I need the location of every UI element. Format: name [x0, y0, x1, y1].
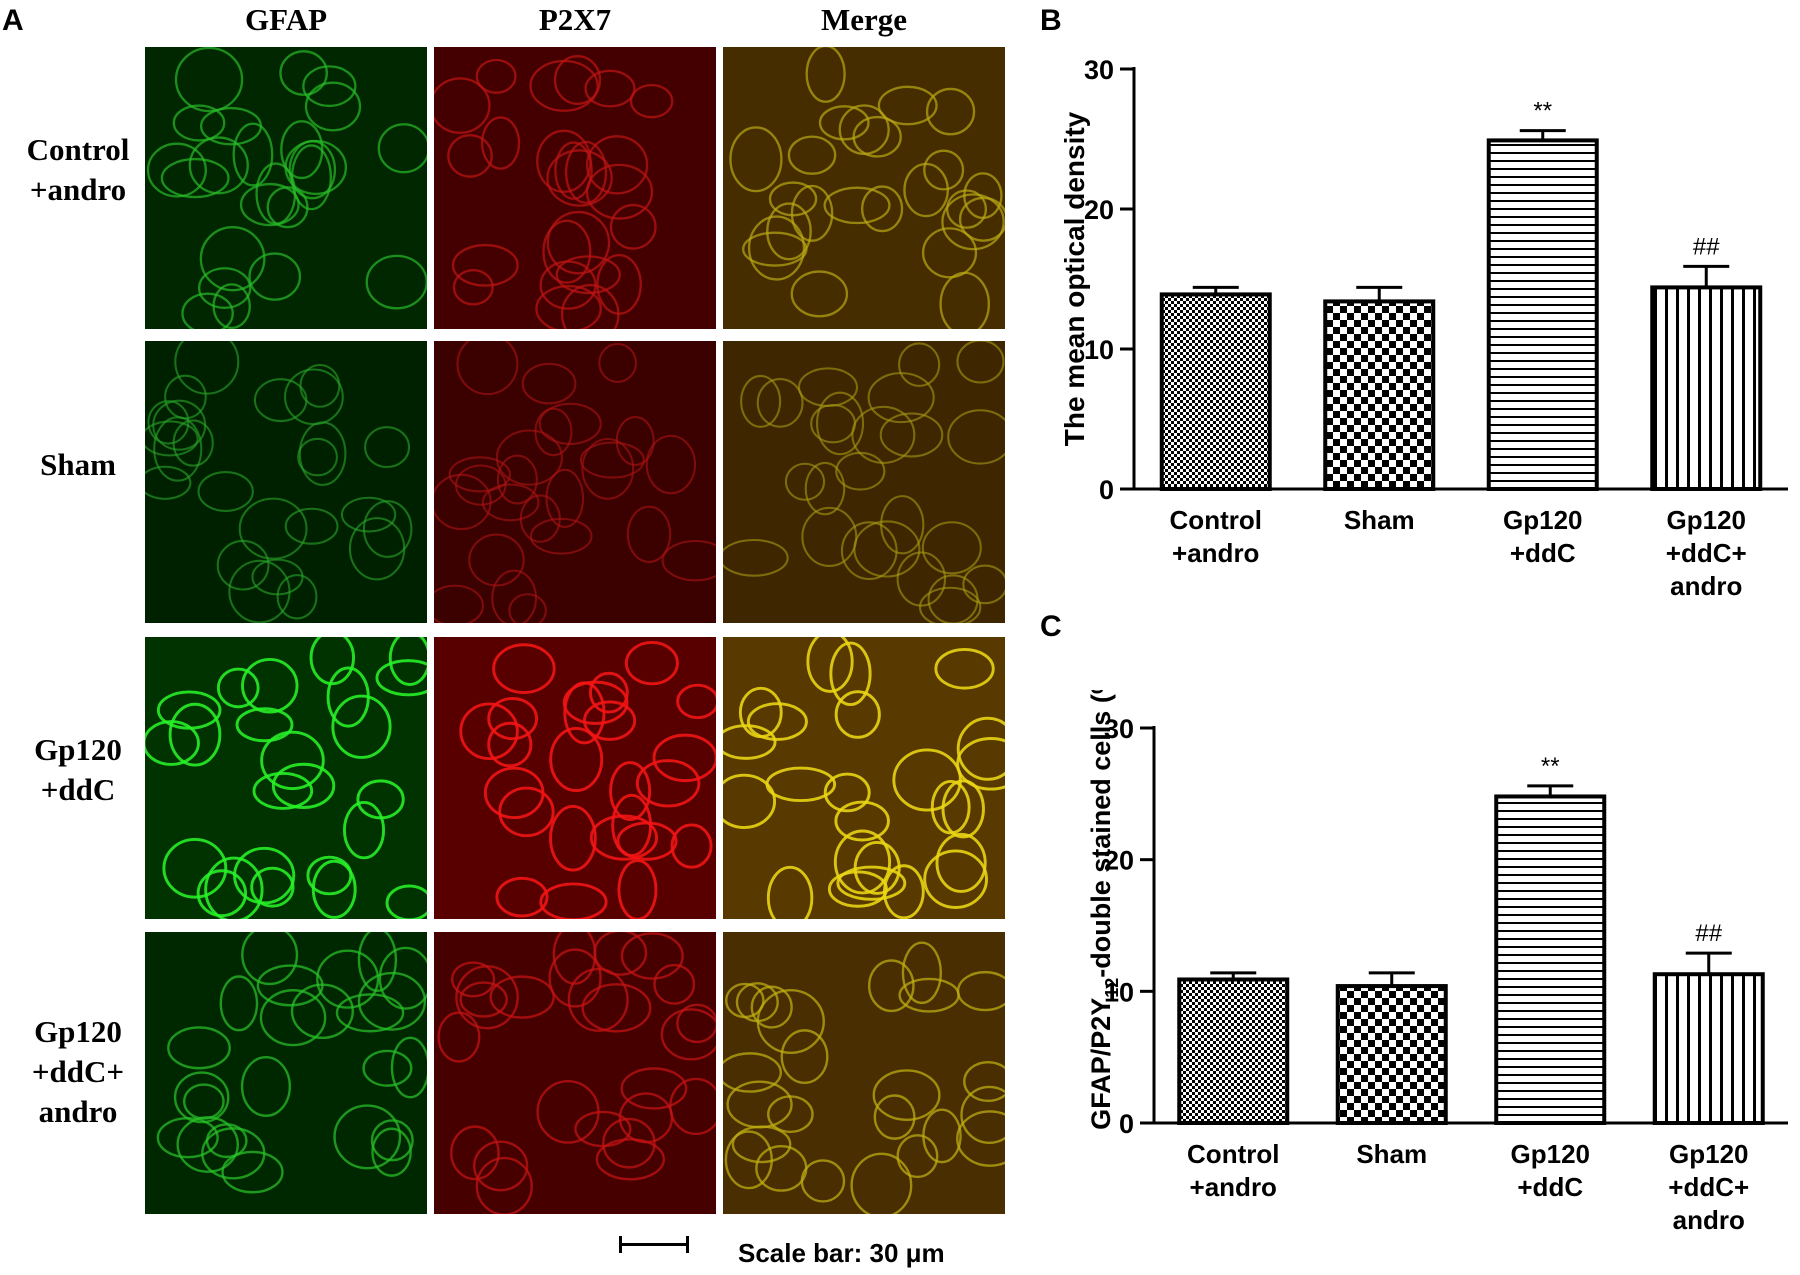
x-tick-label: Gp120 +ddC [1503, 505, 1583, 568]
micrograph-merge [723, 341, 1005, 623]
micrograph-p2x7 [434, 637, 716, 919]
row-label-line: Gp120 [34, 732, 122, 767]
micrograph-merge [723, 637, 1005, 919]
x-tick-label: Sham [1344, 505, 1415, 535]
bar [1486, 138, 1599, 492]
y-tick-label: 30 [1104, 714, 1134, 744]
significance-label: ** [1533, 98, 1552, 125]
x-tick-label: Gp120 +ddC [1511, 1139, 1591, 1202]
micrograph-p2x7 [434, 47, 716, 329]
y-tick-label: 30 [1084, 55, 1114, 85]
bar [1652, 972, 1765, 1126]
y-axis-title: GFAP/P2Y12-double stained cells (%) [1086, 690, 1122, 1130]
panel-label-b: B [1040, 4, 1062, 37]
row-label-line: +andro [29, 172, 127, 207]
column-header-gfap: GFAP [244, 2, 328, 37]
y-axis-title: The mean optical density [1060, 111, 1090, 446]
x-tick-label: Gp120 +ddC+ andro [1666, 505, 1747, 601]
y-tick-label: 10 [1084, 335, 1114, 365]
y-tick-label: 0 [1099, 475, 1114, 505]
significance-label: ## [1693, 233, 1720, 260]
micrograph-gfap [145, 637, 427, 919]
chart-b-optical-density: The mean optical density 0 10 20 30 Control +a… [1060, 55, 1788, 601]
bar [1159, 292, 1272, 491]
panel-label-c: C [1040, 610, 1062, 643]
bar [1177, 977, 1290, 1125]
x-tick-label: Control +andro [1170, 505, 1262, 568]
y-tick-label: 10 [1104, 977, 1134, 1007]
bar [1323, 299, 1436, 491]
row-label-line: Sham [40, 447, 116, 482]
y-tick-label: 20 [1084, 195, 1114, 225]
micrograph-gfap [145, 47, 427, 329]
row-label-gp120-ddc: Gp120 +ddC [3, 730, 153, 810]
row-label-control-andro: Control +andro [3, 130, 153, 210]
significance-label: ## [1695, 920, 1722, 947]
scale-bar [619, 1236, 689, 1253]
row-label-sham: Sham [3, 445, 153, 485]
column-header-merge: Merge [820, 2, 908, 37]
bar [1335, 984, 1448, 1126]
significance-label: ** [1541, 753, 1560, 780]
row-label-line: Control [26, 132, 130, 167]
row-label-line: Gp120 [34, 1014, 122, 1049]
x-tick-label: Control +andro [1187, 1139, 1279, 1202]
y-tick-label: 0 [1119, 1109, 1134, 1139]
column-header-p2x7: P2X7 [538, 2, 612, 37]
y-tick-label: 20 [1104, 846, 1134, 876]
row-label-line: +ddC [40, 772, 116, 807]
scale-bar-label: Scale bar: 30 μm [738, 1238, 945, 1268]
micrograph-p2x7 [434, 341, 716, 623]
bar [1650, 285, 1763, 491]
x-tick-label: Sham [1356, 1139, 1427, 1169]
row-label-gp120-ddc-andro: Gp120 +ddC+ andro [3, 1012, 153, 1132]
row-label-line: +ddC+ [31, 1054, 125, 1089]
chart-c-double-stained-cells: GFAP/P2Y12-double stained cells (%)0 10 20… [1086, 690, 1788, 1235]
panel-label-a: A [2, 4, 24, 37]
row-label-line: andro [38, 1094, 118, 1129]
micrograph-merge [723, 47, 1005, 329]
micrograph-merge [723, 932, 1005, 1214]
micrograph-gfap [145, 341, 427, 623]
micrograph-gfap [145, 932, 427, 1214]
bar [1494, 794, 1607, 1125]
micrograph-p2x7 [434, 932, 716, 1214]
x-tick-label: Gp120 +ddC+ andro [1668, 1139, 1749, 1235]
